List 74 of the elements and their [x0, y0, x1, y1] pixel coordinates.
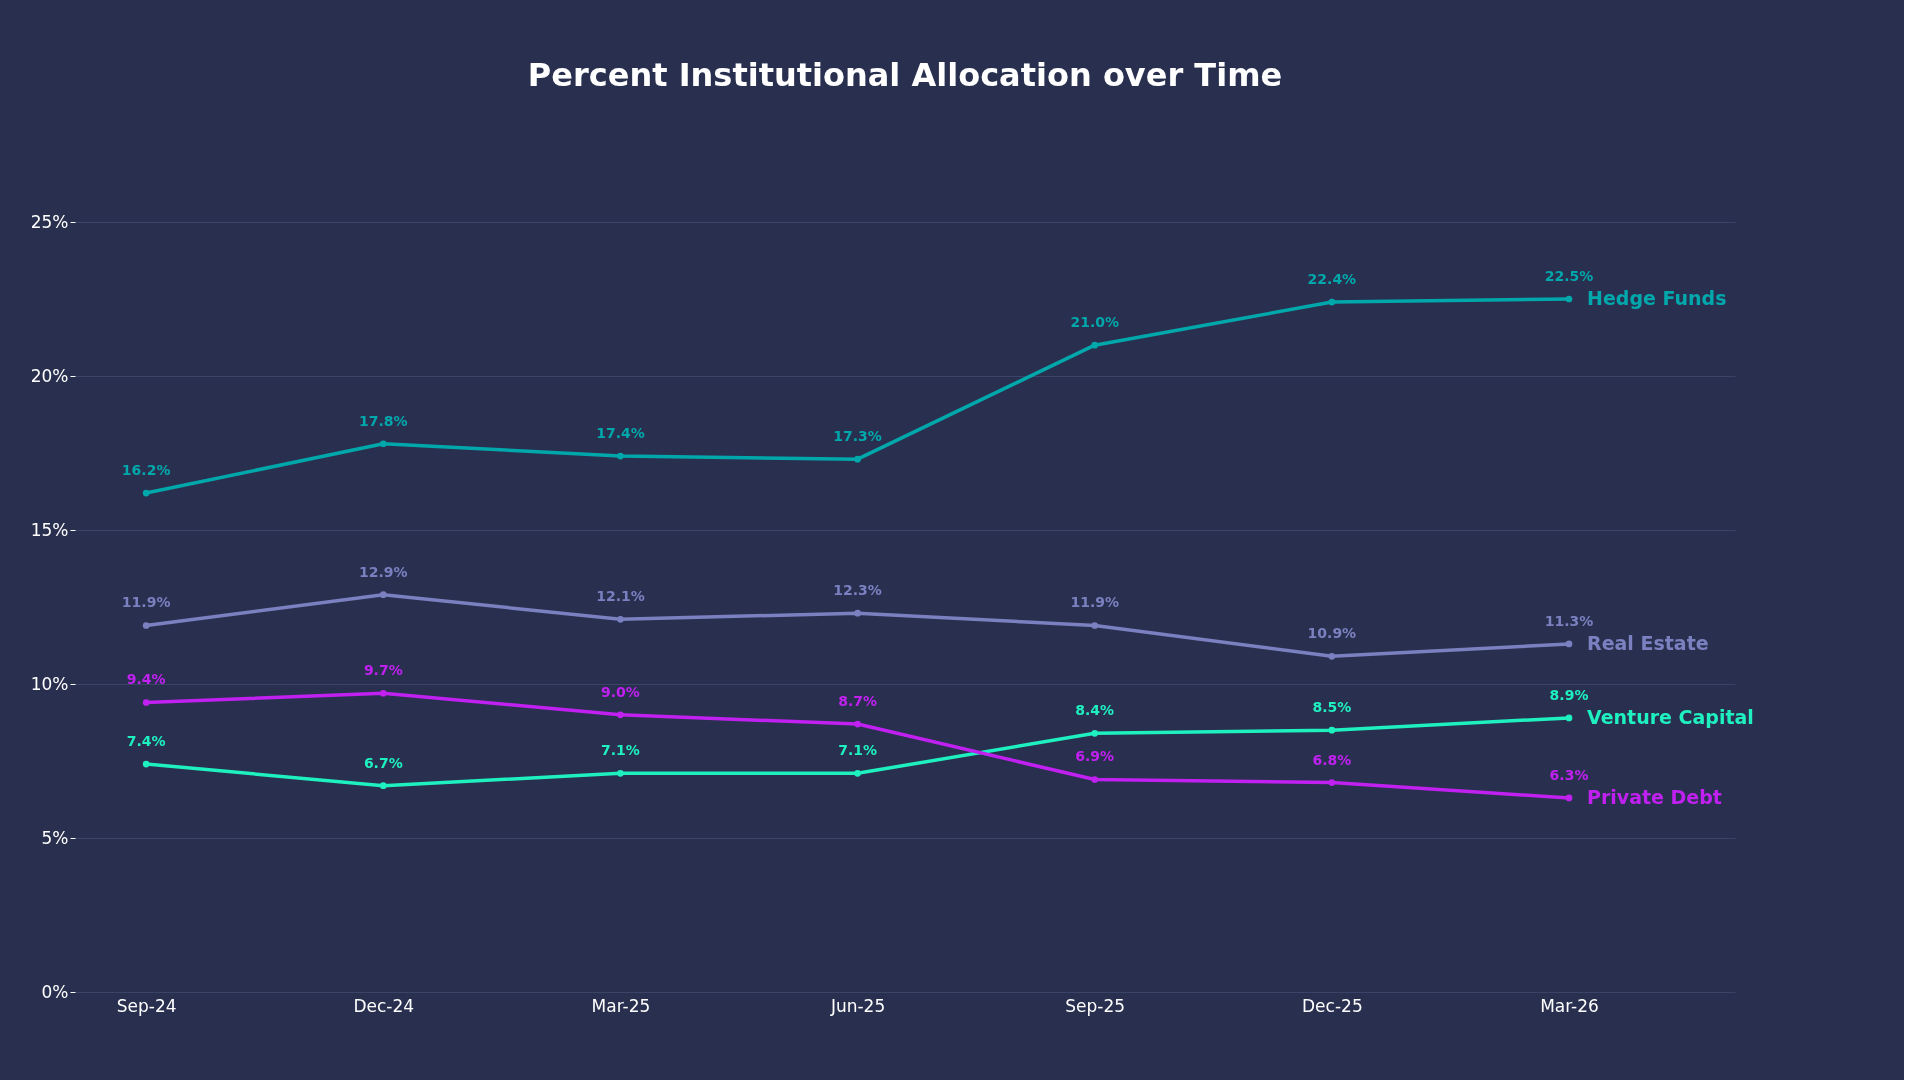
data-label: 11.9%	[121, 594, 171, 611]
y-tick-label: 5%	[41, 827, 69, 848]
data-label: 8.4%	[1075, 702, 1115, 719]
series-label: Real Estate	[1587, 631, 1709, 654]
point	[379, 689, 387, 697]
x-tick-label: Dec-25	[1302, 995, 1363, 1016]
data-label: 6.9%	[1075, 748, 1115, 765]
y-tick-label: 25%	[30, 211, 69, 232]
point	[1091, 622, 1099, 629]
point	[1565, 714, 1573, 722]
point	[1328, 726, 1336, 734]
point	[1565, 794, 1573, 802]
x-tick-label: Sep-25	[1065, 995, 1126, 1016]
point	[1091, 341, 1099, 349]
data-label: 17.4%	[596, 425, 645, 442]
data-label: 7.1%	[601, 742, 640, 759]
point	[379, 782, 387, 789]
data-label: 22.5%	[1544, 268, 1594, 284]
data-label: 8.9%	[1549, 686, 1589, 703]
point	[1091, 776, 1099, 783]
point	[617, 615, 624, 623]
point	[854, 455, 861, 463]
data-label: 6.8%	[1312, 751, 1352, 768]
point	[617, 711, 624, 719]
point	[1328, 652, 1336, 660]
x-tick-label: Mar-26	[1540, 995, 1599, 1016]
data-label: 21.0%	[1070, 314, 1119, 331]
data-label: 7.4%	[126, 733, 166, 750]
point	[854, 609, 861, 617]
data-label: 12.1%	[596, 588, 645, 605]
point	[142, 760, 150, 768]
point	[142, 699, 150, 706]
data-label: 12.3%	[833, 582, 882, 599]
y-tick-label: 10%	[30, 673, 69, 694]
point	[854, 720, 861, 728]
point	[1091, 729, 1099, 737]
data-label: 8.5%	[1312, 699, 1352, 716]
data-label: 10.9%	[1307, 625, 1357, 642]
data-label: 9.0%	[601, 683, 640, 700]
data-label: 9.4%	[126, 671, 166, 688]
point	[1565, 640, 1573, 648]
data-label: 11.3%	[1544, 612, 1594, 629]
point	[379, 440, 387, 448]
point	[142, 489, 150, 497]
series-label: Hedge Funds	[1587, 287, 1727, 309]
point	[379, 591, 387, 599]
x-tick-label: Dec-24	[353, 995, 415, 1016]
x-tick-label: Sep-24	[116, 995, 177, 1016]
data-label: 8.7%	[838, 693, 877, 710]
series-label: Private Debt	[1587, 785, 1722, 808]
point	[142, 622, 150, 629]
data-label: 6.3%	[1549, 766, 1589, 783]
data-label: 17.3%	[833, 428, 882, 445]
series-label: Venture Capital	[1587, 705, 1754, 728]
x-tick-label: Jun-25	[829, 995, 886, 1016]
data-label: 6.7%	[363, 754, 403, 771]
y-tick-label: 0%	[41, 981, 69, 1002]
chart-title: Percent Institutional Allocation over Time	[527, 56, 1283, 94]
y-tick-label: 20%	[30, 365, 69, 386]
data-label: 22.4%	[1307, 271, 1357, 288]
point	[1328, 298, 1336, 306]
point	[854, 769, 861, 777]
data-label: 12.9%	[359, 563, 408, 580]
point	[617, 452, 624, 460]
point	[1565, 295, 1573, 303]
point	[617, 769, 624, 777]
data-label: 11.9%	[1070, 594, 1119, 611]
data-label: 9.7%	[363, 662, 403, 679]
data-label: 7.1%	[838, 742, 877, 759]
y-tick-label: 15%	[30, 519, 69, 540]
x-tick-label: Mar-25	[591, 995, 651, 1016]
point	[1328, 779, 1336, 786]
data-label: 17.8%	[359, 412, 408, 429]
data-label: 16.2%	[121, 462, 171, 479]
